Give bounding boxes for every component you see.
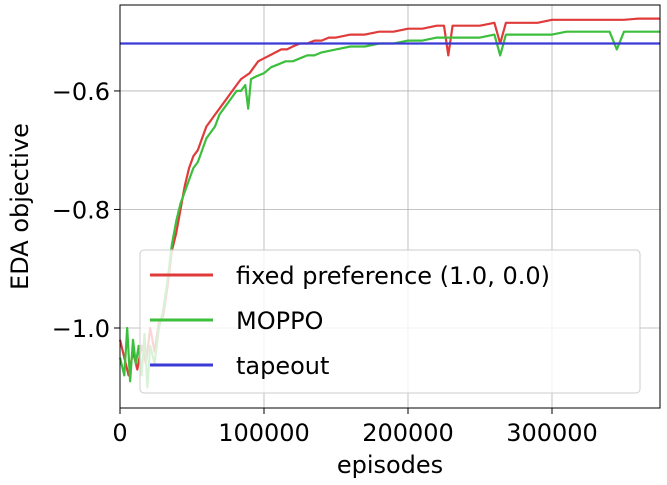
x-axis: 0 100000 200000 300000	[112, 408, 598, 447]
plot-frame	[119, 4, 661, 409]
legend-box	[139, 249, 641, 394]
y-tick-label: −0.8	[52, 196, 110, 224]
legend-label: MOPPO	[236, 307, 323, 335]
y-tick-label: −0.6	[52, 78, 110, 106]
legend-label: tapeout	[236, 352, 329, 380]
x-tick-label: 100000	[218, 419, 310, 447]
x-tick-label: 300000	[506, 419, 598, 447]
x-tick-label: 200000	[362, 419, 454, 447]
x-tick-label: 0	[112, 419, 127, 447]
y-axis-title: EDA objective	[6, 123, 34, 290]
x-axis-title: episodes	[337, 451, 443, 479]
y-tick-label: −1.0	[52, 315, 110, 343]
legend: fixed preference (1.0, 0.0) MOPPO tapeout	[139, 249, 641, 394]
y-axis: −1.0 −0.8 −0.6	[52, 78, 120, 343]
legend-label: fixed preference (1.0, 0.0)	[236, 262, 550, 290]
